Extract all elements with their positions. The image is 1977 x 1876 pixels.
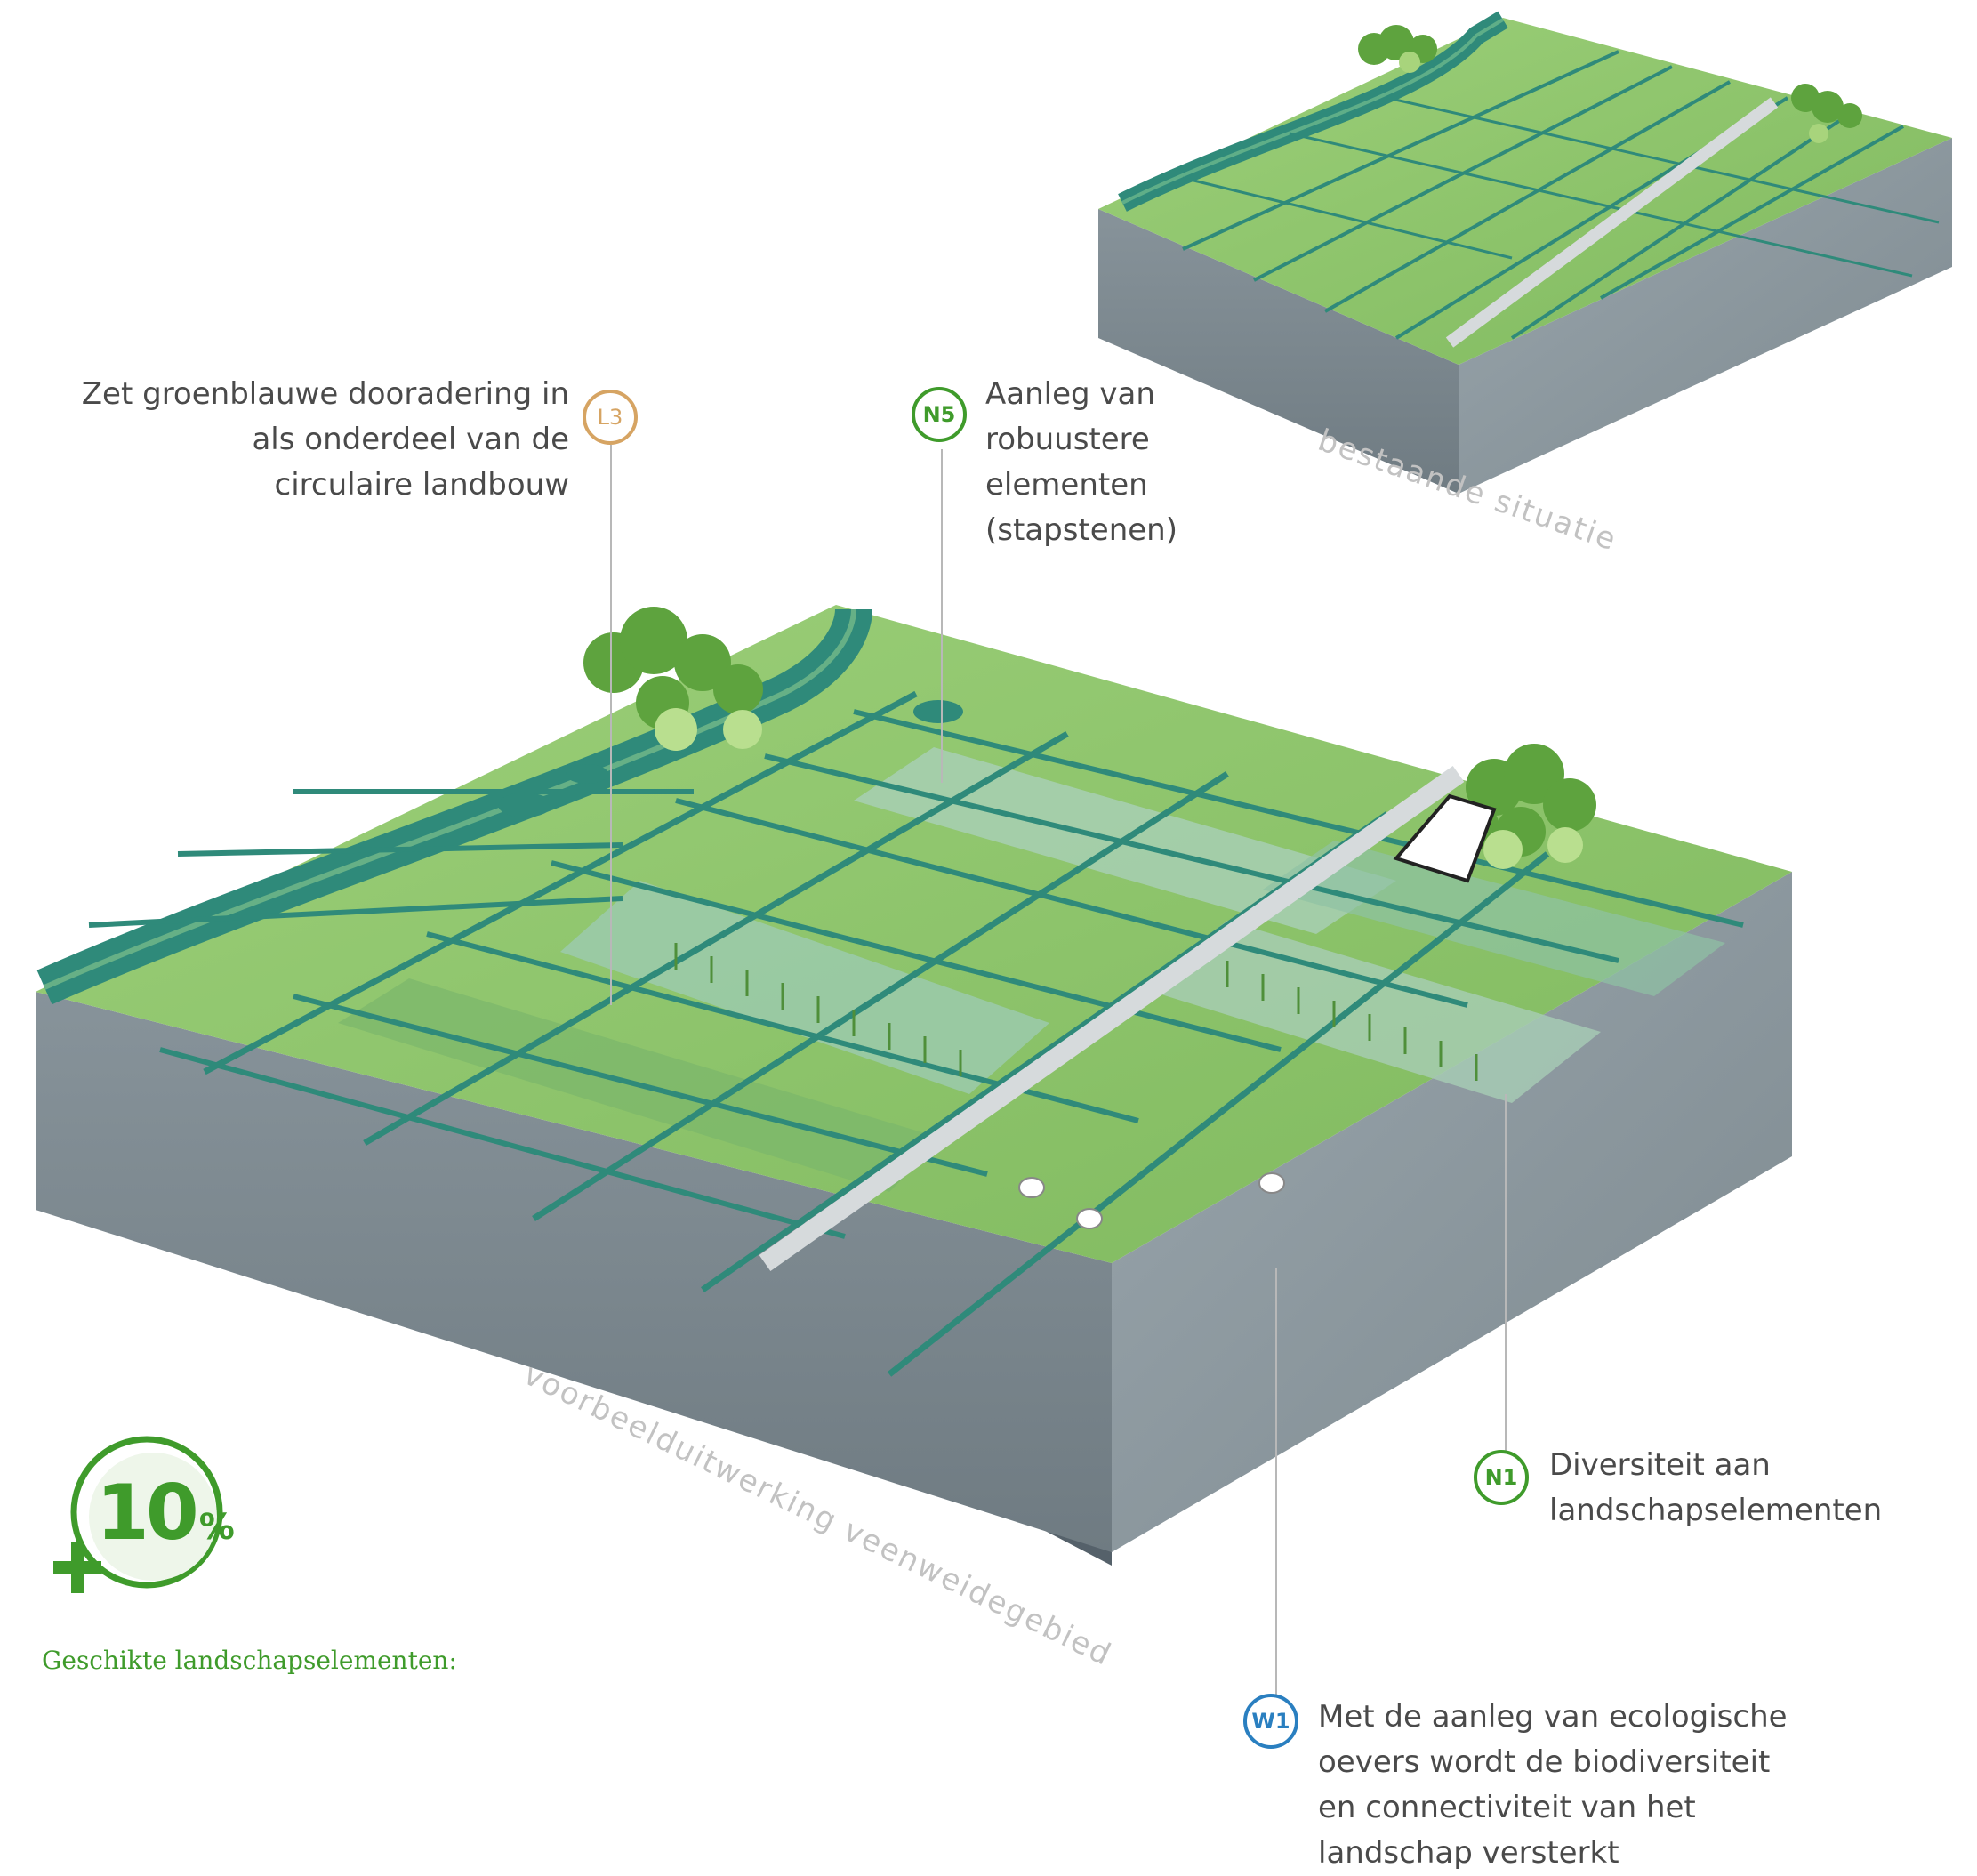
plus-ten-percent-value: 10% <box>96 1469 235 1558</box>
callout-l3-line-3: circulaire landbouw <box>274 467 569 503</box>
callout-n1-line-1: Diversiteit aan <box>1549 1447 1771 1483</box>
callout-n5-line-3: elementen <box>985 467 1148 503</box>
callout-l3-line-1: Zet groenblauwe dooradering in <box>81 376 569 412</box>
badge-n1: N1 <box>1474 1450 1529 1505</box>
badge-l3-label: L3 <box>597 405 623 430</box>
badge-w1: W1 <box>1243 1694 1298 1749</box>
callout-n5-line-4: (stapstenen) <box>985 512 1177 548</box>
plus-ten-percent-ring <box>53 1436 223 1593</box>
ten-number: 10 <box>96 1469 199 1558</box>
callout-w1-line-1: Met de aanleg van ecologische <box>1318 1699 1788 1735</box>
leader-lines <box>610 445 1507 1721</box>
callout-n1-line-2: landschapselementen <box>1549 1493 1883 1528</box>
ten-unit: % <box>198 1507 235 1548</box>
badge-n5: N5 <box>912 387 967 442</box>
callout-n5-text: Aanleg van robuustere elementen (stapste… <box>985 372 1177 553</box>
badge-n1-label: N1 <box>1484 1465 1518 1490</box>
callout-w1-line-2: oevers wordt de biodiversiteit <box>1318 1744 1771 1780</box>
callout-w1-text: Met de aanleg van ecologische oevers wor… <box>1318 1695 1788 1876</box>
callout-w1-line-3: en connectiviteit van het <box>1318 1790 1696 1825</box>
plus-ten-percent-badge: 10% + <box>53 1428 249 1606</box>
badge-n5-label: N5 <box>922 402 956 427</box>
callout-n1-text: Diversiteit aan landschapselementen <box>1549 1443 1882 1534</box>
badge-l3: L3 <box>583 390 638 445</box>
badge-w1-label: W1 <box>1251 1709 1290 1734</box>
callout-n5-line-1: Aanleg van <box>985 376 1155 412</box>
example-block <box>36 605 1792 1566</box>
callout-l3-line-2: als onderdeel van de <box>252 422 569 457</box>
suitable-elements-label: Geschikte landschapselementen: <box>42 1646 457 1675</box>
callout-w1-line-4: landschap versterkt <box>1318 1835 1619 1871</box>
existing-situation-block <box>1098 11 1952 494</box>
callout-n5-line-2: robuustere <box>985 422 1150 457</box>
callout-l3-text: Zet groenblauwe dooradering in als onder… <box>53 372 569 508</box>
